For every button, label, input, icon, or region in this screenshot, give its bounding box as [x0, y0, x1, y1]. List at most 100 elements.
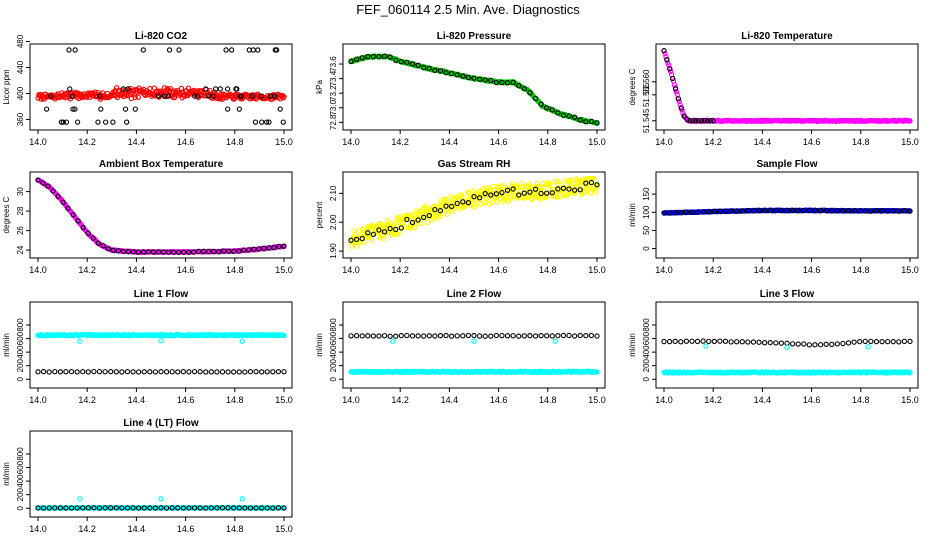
x-tick-label: 14.6	[803, 137, 821, 147]
chart-line1-flow: Line 1 Flow ml/min 14.0 14.2 14.4 14.6 14.8 15.…	[2, 289, 293, 405]
data-point	[191, 368, 198, 375]
data-point	[415, 217, 421, 223]
data-point	[77, 496, 83, 502]
series-averages	[35, 177, 287, 255]
data-point	[498, 183, 504, 189]
data-point	[460, 333, 466, 339]
data-point	[261, 245, 267, 251]
series-averages	[661, 48, 716, 124]
data-point	[801, 207, 807, 214]
data-point	[46, 505, 52, 511]
data-point	[767, 207, 773, 214]
series-line-samples	[35, 331, 287, 339]
data-point	[370, 53, 377, 60]
data-point	[560, 332, 567, 339]
y-tick-label: 400	[642, 345, 651, 359]
data-point	[700, 338, 706, 344]
data-point	[259, 119, 265, 125]
data-point	[281, 332, 287, 339]
data-point	[171, 94, 178, 101]
x-tick-label: 14.0	[29, 395, 47, 405]
chart-li820-co2: Li-820 CO2 Licor ppm 14.0 14.2 14.4 14.6 14.8 1…	[2, 31, 293, 147]
data-point	[376, 227, 382, 233]
x-tick-label: 14.4	[441, 395, 459, 405]
data-point	[141, 369, 147, 375]
data-point	[704, 118, 711, 124]
data-point	[851, 339, 857, 345]
data-point	[130, 369, 136, 375]
data-point	[90, 235, 96, 241]
data-point	[246, 247, 252, 253]
data-point	[443, 70, 449, 76]
data-point	[857, 208, 863, 214]
data-point	[91, 505, 97, 511]
data-point	[231, 369, 237, 375]
data-point	[409, 333, 416, 339]
data-point	[532, 186, 539, 192]
data-point	[588, 179, 595, 186]
y-tick-label: 400	[16, 345, 25, 359]
x-tick-label: 14.6	[490, 265, 508, 275]
data-point	[271, 93, 278, 99]
data-point	[221, 248, 227, 254]
data-point	[380, 233, 386, 239]
data-point	[862, 338, 868, 344]
data-point	[722, 338, 729, 344]
x-tick-label: 15.0	[588, 395, 606, 405]
data-point	[124, 368, 131, 375]
data-point	[80, 224, 86, 231]
data-point	[571, 114, 578, 120]
data-point	[381, 333, 388, 339]
chart-ambient-box-temperature: Ambient Box Temperature degrees C 14.0 14.2…	[2, 159, 293, 275]
data-point	[549, 333, 555, 339]
data-point	[773, 340, 779, 346]
data-point	[125, 86, 131, 92]
data-point	[72, 106, 78, 112]
data-point	[212, 86, 219, 92]
data-point	[424, 219, 430, 226]
data-point	[577, 117, 583, 123]
data-point	[564, 192, 571, 198]
data-point	[412, 224, 418, 230]
data-point	[544, 105, 550, 111]
data-point	[275, 505, 282, 511]
y-tick-label: 51.555	[642, 82, 651, 107]
data-point	[50, 188, 56, 194]
y-tick-label: 73.6	[329, 56, 338, 72]
y-axis-label: degrees C	[2, 196, 11, 233]
data-point	[365, 333, 371, 339]
data-point	[85, 369, 91, 375]
chart-li820-temperature: Li-820 Temperature degrees C 14.0 14.2 14.4 1…	[628, 31, 919, 147]
data-point	[353, 56, 360, 62]
data-point	[219, 505, 226, 511]
y-axis-label: ml/min	[2, 333, 11, 357]
data-point	[40, 505, 47, 511]
data-point	[225, 106, 231, 112]
data-point	[124, 505, 131, 511]
data-point	[767, 339, 773, 346]
x-tick-label: 14.2	[391, 395, 409, 405]
data-point	[840, 340, 846, 347]
data-point	[370, 231, 377, 238]
data-point	[242, 369, 248, 375]
data-point	[263, 119, 270, 125]
data-point	[676, 98, 682, 105]
data-point	[85, 505, 91, 511]
data-point	[672, 209, 678, 216]
data-point	[552, 194, 558, 200]
x-tick-label: 14.2	[704, 395, 722, 405]
data-point	[242, 505, 248, 511]
data-point	[829, 208, 835, 214]
series-outliers	[703, 343, 871, 351]
data-point	[55, 193, 61, 199]
data-point	[421, 333, 427, 339]
chart-title: Li-820 Pressure	[437, 31, 512, 42]
data-point	[365, 230, 371, 236]
data-point	[281, 243, 287, 249]
x-tick-label: 14.0	[342, 137, 360, 147]
chart-li820-pressure: Li-820 Pressure kPa 14.0 14.2 14.4 14.6 14.8 15…	[315, 31, 606, 147]
data-point	[58, 119, 65, 125]
data-point	[678, 339, 684, 345]
data-point	[784, 344, 790, 351]
x-tick-label: 14.8	[539, 137, 557, 147]
